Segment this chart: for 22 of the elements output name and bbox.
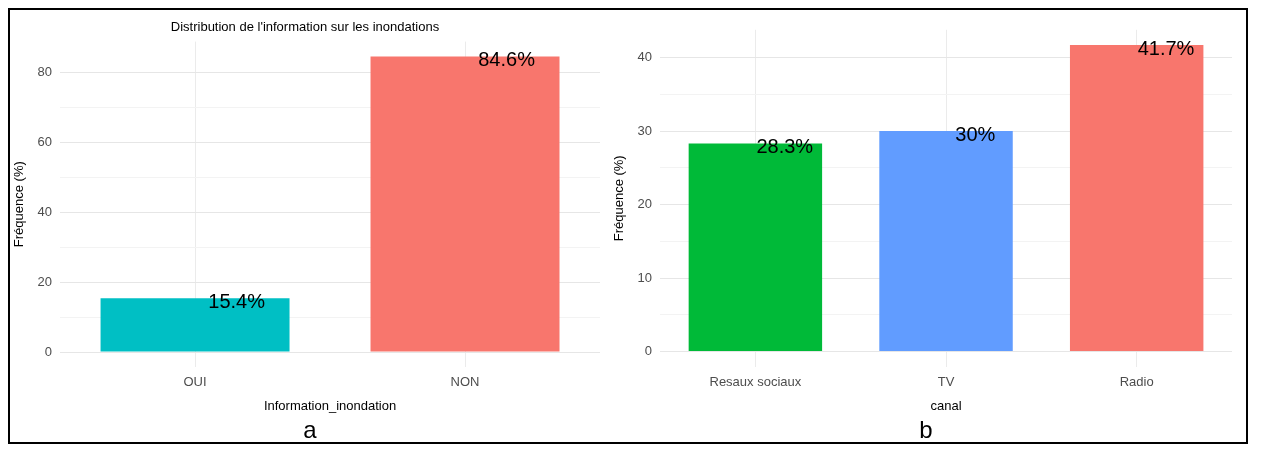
- y-tick-label: 30: [637, 122, 653, 138]
- y-tick-label: 20: [637, 196, 653, 212]
- chart-title: Distribution de l'information sur les inondations: [170, 19, 440, 35]
- x-tick-label: Resaux sociaux: [709, 374, 802, 390]
- y-tick-label: 20: [37, 273, 53, 289]
- x-tick-label: NON: [450, 374, 480, 390]
- y-axis-title: Fréquence (%): [11, 161, 27, 248]
- x-tick-label: TV: [937, 374, 955, 390]
- x-tick-label: Radio: [1119, 374, 1154, 390]
- y-tick-label: 0: [44, 343, 53, 359]
- y-tick-label: 40: [637, 49, 653, 65]
- text: b: [919, 416, 933, 444]
- y-tick-label: 0: [644, 343, 653, 359]
- x-axis-title: Information_inondation: [263, 397, 397, 413]
- y-tick-label: 80: [37, 64, 53, 80]
- y-tick-label: 10: [637, 269, 653, 285]
- text: a: [303, 416, 317, 444]
- y-tick-label: 40: [37, 203, 53, 219]
- y-tick-label: 60: [37, 133, 53, 149]
- x-axis-title: canal: [930, 397, 962, 413]
- y-axis-title: Fréquence (%): [611, 155, 627, 242]
- x-tick-label: OUI: [183, 374, 207, 390]
